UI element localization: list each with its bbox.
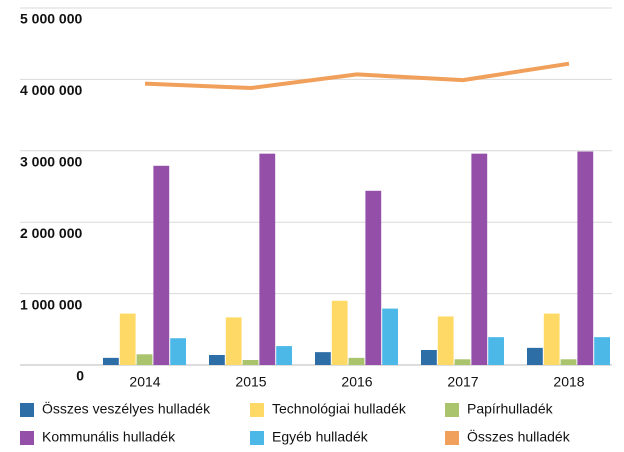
bar: [225, 317, 242, 365]
bar: [421, 350, 437, 365]
bar: [454, 359, 471, 365]
bar: [276, 346, 292, 365]
bar: [560, 359, 577, 365]
legend-swatch: [20, 403, 34, 417]
legend-swatch: [250, 431, 264, 445]
legend-swatch: [445, 403, 459, 417]
legend-label: Papírhulladék: [467, 401, 554, 417]
bar: [209, 355, 225, 365]
bar: [488, 337, 504, 365]
x-tick-label: 2014: [129, 374, 160, 390]
legend-swatch: [20, 431, 34, 445]
bar: [170, 338, 186, 365]
bar: [153, 165, 170, 365]
legend-label: Egyéb hulladék: [272, 429, 369, 445]
bar: [348, 357, 365, 365]
bar: [527, 347, 543, 365]
bar: [382, 308, 398, 365]
bar: [437, 316, 454, 365]
legend-swatch: [445, 431, 459, 445]
x-tick-label: 2015: [235, 374, 266, 390]
legend-label: Összes veszélyes hulladék: [42, 400, 211, 417]
y-tick-label: 4 000 000: [20, 82, 82, 98]
legend-swatch: [250, 403, 264, 417]
bar: [577, 151, 594, 365]
legend-label: Kommunális hulladék: [42, 429, 176, 445]
bar: [119, 313, 136, 365]
bar: [543, 313, 560, 365]
bar: [594, 337, 610, 365]
bar: [471, 153, 488, 365]
x-tick-label: 2016: [341, 374, 372, 390]
bar: [136, 354, 153, 365]
y-tick-label: 2 000 000: [20, 225, 82, 241]
bar: [103, 357, 119, 365]
line: [144, 61, 570, 90]
bar: [259, 153, 276, 365]
y-tick-label: 5 000 000: [20, 11, 82, 27]
y-tick-label: 1 000 000: [20, 296, 82, 312]
legend-label: Technológiai hulladék: [272, 401, 407, 417]
legend-label: Összes hulladék: [467, 428, 571, 445]
y-tick-label: 0: [76, 368, 84, 384]
bar: [242, 360, 259, 365]
x-tick-label: 2017: [447, 374, 478, 390]
bar: [315, 352, 331, 365]
bar: [365, 190, 382, 365]
bar: [331, 300, 348, 365]
x-tick-label: 2018: [553, 374, 584, 390]
y-tick-label: 3 000 000: [20, 154, 82, 170]
